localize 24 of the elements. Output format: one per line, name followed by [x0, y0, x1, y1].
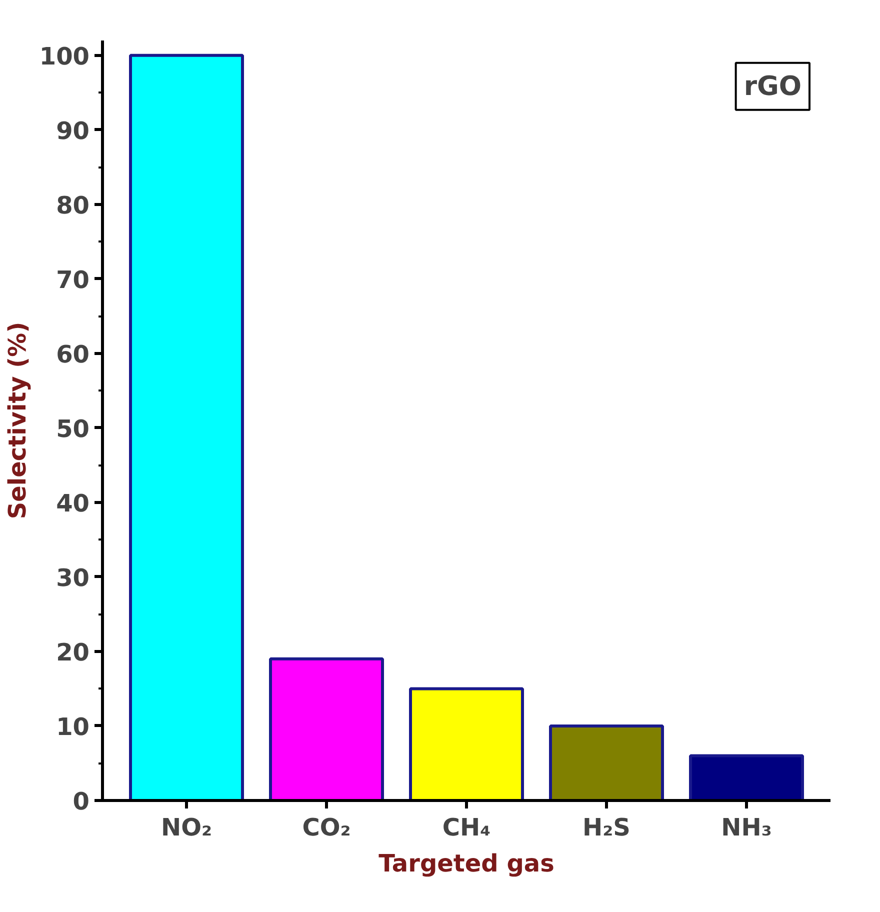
y-tick-label: 20: [56, 638, 90, 666]
bar: [129, 54, 244, 800]
x-tick-label: H₂S: [582, 814, 630, 842]
x-axis-title: Targeted gas: [378, 850, 554, 878]
y-tick-label: 10: [56, 712, 90, 741]
y-tick-label: 90: [56, 116, 90, 145]
y-tick-label: 0: [72, 788, 90, 816]
y-tick-label: 40: [56, 489, 90, 518]
y-tick-label: 60: [56, 340, 90, 368]
y-tick-label: 30: [56, 564, 90, 592]
x-tick-label: CO₂: [302, 814, 351, 842]
bar: [409, 687, 524, 800]
x-tick-label: NO₂: [161, 814, 212, 842]
bar: [549, 724, 664, 800]
bar: [269, 657, 384, 800]
y-tick-label: 80: [56, 191, 90, 220]
annotation: rGO: [744, 70, 802, 102]
y-axis-title: Selectivity (%): [3, 322, 32, 520]
y-tick-label: 50: [56, 414, 90, 443]
y-tick-label: 70: [56, 266, 90, 294]
bar: [689, 754, 804, 800]
x-tick-label: NH₃: [721, 814, 772, 842]
y-tick-label: 100: [39, 42, 90, 70]
x-tick-label: CH₄: [442, 814, 491, 842]
